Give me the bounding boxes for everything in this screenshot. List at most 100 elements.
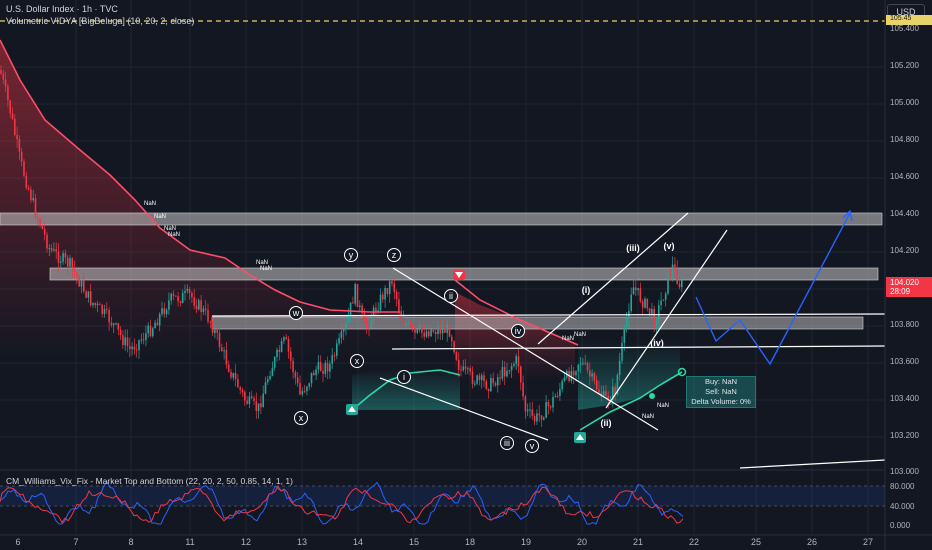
candle-body: [317, 362, 320, 370]
candle-body: [89, 291, 92, 306]
candle-body: [27, 187, 30, 190]
candle-body: [439, 327, 442, 334]
candle-body: [503, 366, 506, 377]
candle-body: [11, 113, 14, 119]
candle-body: [637, 288, 639, 291]
candle-body: [16, 134, 18, 140]
candle-body: [2, 73, 5, 80]
candlesticks: [0, 64, 683, 428]
candle-body: [651, 308, 653, 315]
vidya-bull-marker-end: [677, 367, 687, 377]
candle-body: [655, 321, 658, 326]
time-axis-label: 27: [862, 537, 874, 547]
candle-body: [453, 341, 455, 353]
buy-volume: Buy: NaN: [704, 377, 738, 386]
candle-body: [287, 338, 290, 352]
trendlines[interactable]: [211, 212, 886, 469]
candle-body: [356, 284, 359, 307]
candle-body: [172, 293, 175, 296]
candle-body: [418, 327, 421, 330]
candle-body: [556, 395, 559, 397]
candle-body: [612, 386, 614, 400]
wave-label-circle: [289, 306, 303, 320]
candle-body: [99, 303, 101, 305]
wave-label: iii: [504, 438, 510, 448]
price-axis-label: 105.400: [890, 24, 919, 33]
candle-body: [462, 366, 465, 371]
candle-body: [379, 294, 382, 311]
candle-body: [106, 309, 108, 311]
price-axis-label: 103.800: [890, 320, 919, 329]
candle-body: [483, 375, 485, 381]
wave-label: w: [292, 308, 300, 318]
candle-body: [678, 283, 681, 288]
candle-body: [260, 403, 262, 408]
candle-body: [87, 291, 90, 298]
candle-body: [595, 380, 598, 390]
candle-body: [416, 329, 419, 333]
candle-body: [552, 397, 554, 408]
candle-body: [4, 79, 7, 87]
vidya-bear-line: [0, 39, 400, 313]
candle-body: [577, 364, 580, 372]
candle-body: [108, 309, 110, 323]
candle-body: [359, 305, 361, 307]
candle-body: [48, 248, 51, 250]
wave-label: y: [349, 250, 354, 260]
nan-label: NaN: [256, 260, 268, 266]
candle-body: [409, 322, 412, 327]
candle-body: [471, 371, 474, 384]
candle-body: [94, 302, 97, 306]
candle-body: [529, 409, 531, 411]
candle-body: [181, 292, 184, 304]
buy-signal-2: [574, 432, 586, 443]
candle-body: [83, 280, 85, 292]
candle-body: [444, 328, 446, 333]
candle-body: [269, 376, 271, 380]
candle-body: [352, 302, 354, 304]
candle-body: [441, 328, 444, 334]
candle-body: [202, 308, 205, 313]
wave-label: z: [392, 250, 397, 260]
candle-body: [112, 323, 115, 326]
candle-body: [122, 335, 124, 346]
candle-body: [478, 375, 481, 381]
candle-body: [80, 280, 83, 287]
supply-zone-top[interactable]: [0, 212, 883, 226]
delta-volume: Delta Volume: 0%: [691, 397, 751, 406]
candle-body: [423, 332, 425, 337]
projection-path[interactable]: [695, 212, 851, 366]
candle-body: [92, 302, 94, 306]
candle-body: [513, 364, 515, 367]
candle-body: [664, 293, 667, 300]
candle-body: [370, 319, 373, 329]
candle-body: [485, 380, 488, 390]
candle-body: [501, 366, 504, 379]
candle-body: [23, 161, 25, 176]
candle-body: [538, 413, 540, 416]
candle-body: [402, 319, 405, 326]
wave-label-circle: [525, 439, 539, 453]
candle-body: [50, 248, 53, 251]
candle-body: [451, 336, 453, 342]
wave-label: v: [530, 441, 535, 451]
candle-body: [480, 375, 483, 381]
candle-body: [391, 281, 393, 284]
candle-body: [641, 301, 644, 308]
candle-body: [195, 305, 198, 310]
candle-body: [230, 371, 232, 378]
candle-body: [147, 325, 149, 334]
candle-body: [448, 324, 451, 337]
time-axis-label: 15: [408, 537, 420, 547]
candle-body: [156, 322, 159, 326]
candle-body: [209, 321, 212, 323]
candle-body: [133, 346, 136, 350]
price-axis-label: 105.000: [890, 98, 919, 107]
candle-body: [425, 331, 428, 337]
time-axis-label: 20: [576, 537, 588, 547]
symbol-title: U.S. Dollar Index · 1h · TVC: [6, 4, 118, 14]
candle-body: [188, 289, 191, 293]
